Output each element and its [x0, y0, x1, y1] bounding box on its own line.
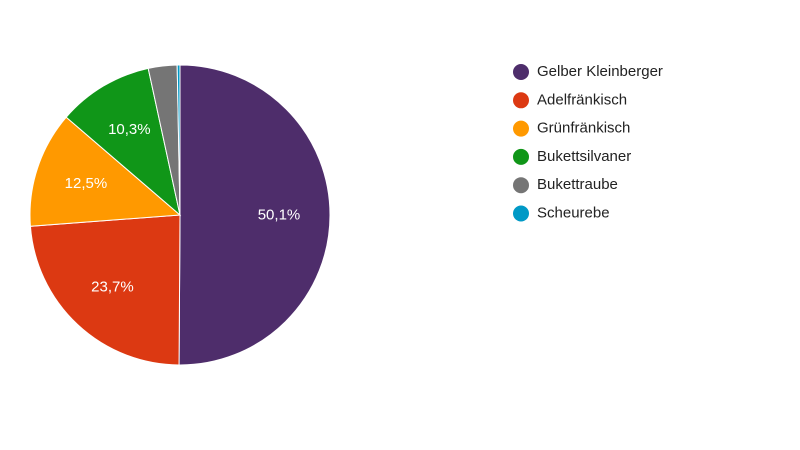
legend-marker — [513, 120, 529, 137]
legend-label: Adelfränkisch — [537, 91, 627, 108]
legend-label: Gelber Kleinberger — [537, 63, 663, 80]
slice-label: 12,5% — [65, 175, 108, 192]
legend-label: Grünfränkisch — [537, 120, 630, 137]
pie-slice — [176, 64, 181, 216]
pie-slice — [29, 214, 181, 366]
pie-slice — [178, 64, 331, 366]
slice-label: 50,1% — [258, 206, 301, 223]
slice-label: 23,7% — [91, 278, 134, 295]
slice-label: 10,3% — [108, 121, 151, 138]
legend-marker — [513, 177, 529, 194]
legend-marker — [513, 64, 529, 80]
legend-marker — [513, 92, 529, 109]
legend-marker — [513, 205, 529, 222]
legend-label: Scheurebe — [537, 204, 610, 221]
pie-slice — [29, 116, 182, 227]
legend-label: Bukettsilvaner — [537, 148, 631, 165]
legend-label: Bukettraube — [537, 176, 618, 193]
pie-slice — [65, 67, 181, 217]
legend-marker — [513, 148, 529, 165]
